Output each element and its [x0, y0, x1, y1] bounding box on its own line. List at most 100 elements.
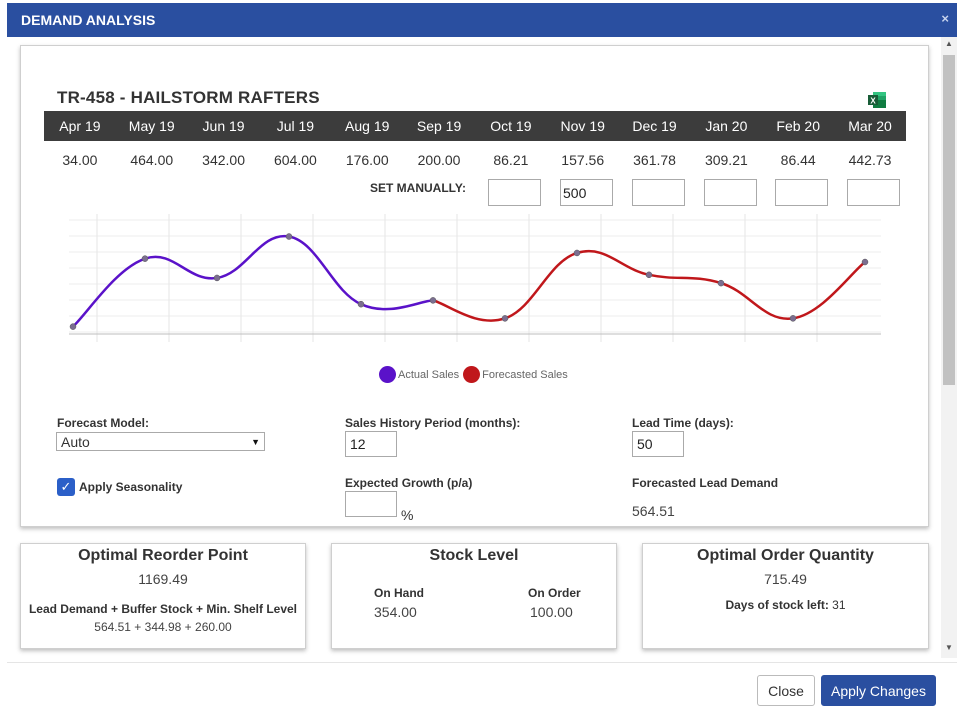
reorder-formula-label: Lead Demand + Buffer Stock + Min. Shelf … [28, 602, 298, 616]
manual-input-dec[interactable] [632, 179, 685, 206]
demand-value: 200.00 [417, 152, 461, 168]
demand-value: 604.00 [273, 152, 317, 168]
demand-value: 464.00 [130, 152, 174, 168]
month-header: Dec 19 [632, 118, 677, 134]
reorder-point-value: 1169.49 [138, 571, 188, 587]
demand-value: 86.44 [780, 152, 816, 168]
actual-sales-line [72, 234, 434, 328]
order-quantity-card: Optimal Order Quantity 715.49 Days of st… [642, 543, 929, 649]
demand-card: TR-458 - HAILSTORM RAFTERS X Apr 19 May 1… [20, 45, 929, 527]
close-button[interactable]: Close [757, 675, 815, 706]
month-header: Oct 19 [490, 118, 532, 134]
dialog-title: DEMAND ANALYSIS [21, 12, 156, 28]
forecast-lead-demand-value: 564.51 [632, 503, 675, 519]
month-header: May 19 [128, 118, 175, 134]
forecast-model-label: Forecast Model: [57, 416, 150, 430]
footer-divider [7, 662, 957, 663]
data-point [501, 315, 509, 322]
data-point [645, 271, 653, 279]
legend-forecast-label: Forecasted Sales [482, 368, 568, 381]
expected-growth-label: Expected Growth (p/a) [345, 476, 473, 490]
manual-input-mar[interactable] [847, 179, 900, 206]
excel-icon[interactable]: X [867, 90, 887, 110]
on-order-label: On Order [528, 586, 581, 600]
demand-value: 442.73 [848, 152, 892, 168]
dialog-titlebar: DEMAND ANALYSIS × [7, 3, 957, 37]
month-header: Jun 19 [202, 118, 245, 134]
vertical-scrollbar[interactable]: ▲ ▼ [941, 37, 957, 658]
order-quantity-title: Optimal Order Quantity [697, 547, 874, 564]
manual-input-feb[interactable] [775, 179, 828, 206]
stock-level-card: Stock Level On Hand 354.00 On Order 100.… [331, 543, 617, 649]
product-title: TR-458 - HAILSTORM RAFTERS [57, 88, 320, 107]
days-of-stock-value: 31 [832, 598, 846, 612]
demand-values-row: 34.00 464.00 342.00 604.00 176.00 200.00 86.21… [44, 152, 906, 168]
sales-chart [69, 214, 881, 342]
data-point [69, 323, 77, 330]
legend-actual-label: Actual Sales [398, 368, 460, 381]
data-point [141, 255, 149, 262]
stock-level-title: Stock Level [429, 547, 519, 564]
on-hand-label: On Hand [374, 586, 424, 600]
month-header: Jul 19 [276, 118, 315, 134]
chevron-down-icon: ▼ [251, 436, 260, 447]
days-of-stock-label: Days of stock left: [725, 598, 829, 612]
history-period-input[interactable] [345, 431, 397, 457]
order-quantity-value: 715.49 [764, 571, 807, 587]
manual-input-nov[interactable] [560, 179, 613, 206]
demand-value: 176.00 [345, 152, 389, 168]
legend-actual-dot [379, 366, 396, 383]
chart-legend: Actual Sales Forecasted Sales [379, 366, 568, 383]
svg-text:X: X [870, 97, 876, 106]
data-point [717, 279, 725, 287]
demand-value: 361.78 [633, 152, 676, 168]
reorder-formula-value: 564.51 + 344.98 + 260.00 [94, 620, 232, 634]
month-header: Feb 20 [776, 118, 820, 134]
month-header: Mar 20 [848, 118, 892, 134]
history-period-label: Sales History Period (months): [345, 416, 521, 430]
apply-changes-button[interactable]: Apply Changes [821, 675, 936, 706]
reorder-point-card: Optimal Reorder Point 1169.49 Lead Deman… [20, 543, 306, 649]
forecast-lead-demand-label: Forecasted Lead Demand [632, 476, 779, 490]
seasonality-label: Apply Seasonality [79, 480, 183, 494]
seasonality-checkbox[interactable]: ✓ [57, 478, 75, 496]
growth-percent-unit: % [401, 507, 414, 523]
demand-value: 86.21 [493, 152, 529, 168]
demand-value: 309.21 [704, 152, 748, 168]
forecast-model-value: Auto [61, 433, 90, 450]
data-point [429, 297, 437, 304]
forecast-model-select[interactable]: Auto ▼ [56, 432, 265, 451]
legend-forecast-dot [463, 366, 481, 383]
demand-value: 157.56 [561, 152, 605, 168]
forecast-sales-line [432, 250, 866, 322]
data-point [357, 300, 365, 308]
manual-input-oct[interactable] [488, 179, 541, 206]
data-point [285, 233, 293, 240]
on-order-value: 100.00 [530, 604, 573, 620]
data-point [789, 315, 797, 322]
month-header: Nov 19 [560, 118, 605, 134]
month-header: Apr 19 [59, 118, 101, 134]
months-header: Apr 19 May 19 Jun 19 Jul 19 Aug 19 Sep 19 Oct … [44, 111, 906, 141]
month-header: Aug 19 [345, 118, 390, 134]
lead-time-input[interactable] [632, 431, 684, 457]
data-point [573, 249, 581, 257]
dialog-body[interactable]: TR-458 - HAILSTORM RAFTERS X Apr 19 May 1… [7, 37, 957, 658]
on-hand-value: 354.00 [374, 604, 417, 620]
month-header: Sep 19 [416, 118, 462, 134]
demand-value: 342.00 [202, 152, 245, 168]
days-of-stock: Days of stock left: 31 [643, 598, 928, 612]
close-icon[interactable]: × [941, 11, 949, 26]
lead-time-label: Lead Time (days): [632, 416, 734, 430]
manual-input-jan[interactable] [704, 179, 757, 206]
expected-growth-input[interactable] [345, 491, 397, 517]
demand-value: 34.00 [62, 152, 98, 168]
data-point [213, 274, 221, 282]
reorder-point-title: Optimal Reorder Point [78, 547, 248, 564]
month-header: Jan 20 [705, 118, 748, 134]
scroll-down-icon[interactable]: ▼ [945, 643, 953, 652]
data-point [861, 258, 869, 266]
scrollbar-thumb[interactable] [943, 55, 955, 385]
set-manually-label: SET MANUALLY: [370, 181, 466, 195]
scroll-up-icon[interactable]: ▲ [945, 39, 953, 48]
